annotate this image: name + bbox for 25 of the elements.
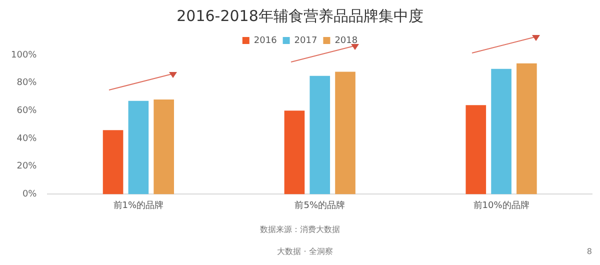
bar xyxy=(516,63,537,194)
legend-label: 2018 xyxy=(334,36,358,46)
bar xyxy=(284,110,305,194)
bar xyxy=(335,72,356,194)
source-note: 数据来源：消费大数据 xyxy=(260,225,340,234)
y-tick-label: 0% xyxy=(22,190,38,200)
x-tick-label: 前1%的品牌 xyxy=(113,200,164,211)
y-tick-label: 100% xyxy=(10,50,38,60)
x-tick-label: 前10%的品牌 xyxy=(473,200,530,211)
text: 8 xyxy=(586,247,592,256)
y-tick-label: 60% xyxy=(16,106,38,116)
y-tick-label: 40% xyxy=(16,134,38,144)
text: 大数据 · 全洞察 xyxy=(277,247,333,256)
bar xyxy=(491,68,512,194)
y-tick-label: 80% xyxy=(16,78,38,88)
legend-label: 2016 xyxy=(254,36,278,46)
legend-label: 2017 xyxy=(294,36,318,46)
x-tick-label: 前5%的品牌 xyxy=(294,200,346,211)
bar xyxy=(154,100,174,194)
bar xyxy=(310,76,330,194)
bar xyxy=(128,100,149,194)
y-tick-label: 20% xyxy=(16,162,38,172)
bar xyxy=(102,130,124,194)
bar xyxy=(466,105,486,194)
chart-title: 2016-2018年辅食营养品品牌集中度 xyxy=(176,6,424,25)
